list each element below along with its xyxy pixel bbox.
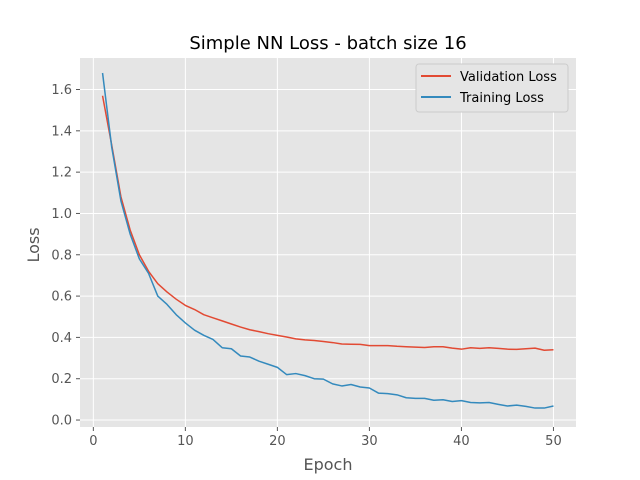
y-tick-label: 1.4	[51, 124, 72, 139]
y-tick-label: 0.0	[51, 414, 72, 429]
x-tick-label: 50	[545, 434, 562, 449]
x-tick-label: 10	[177, 434, 194, 449]
chart-title: Simple NN Loss - batch size 16	[189, 33, 466, 54]
y-tick-label: 1.6	[51, 83, 72, 98]
legend-box	[415, 63, 569, 113]
y-tick-label: 1.2	[51, 166, 72, 181]
y-tick-label: 0.8	[51, 248, 72, 263]
legend-label-validation-loss: Validation Loss	[460, 70, 557, 85]
x-axis-ticks: 0 10 20 30 40 50	[89, 427, 562, 449]
y-tick-label: 0.4	[51, 331, 72, 346]
series-line-training-loss	[101, 72, 554, 409]
plot-area	[80, 58, 576, 427]
x-tick-label: 40	[453, 434, 470, 449]
grid-lines	[80, 58, 576, 427]
y-tick-label: 0.6	[51, 290, 72, 305]
y-axis-ticks: 0.0 0.2 0.4 0.6 0.8 1.0 1.2 1.4 1.6	[51, 83, 80, 429]
series-layer	[101, 72, 554, 409]
x-tick-label: 30	[361, 434, 378, 449]
x-axis-label: Epoch	[304, 455, 353, 474]
legend-label-training-loss: Training Loss	[459, 91, 544, 106]
series-line-validation-loss	[101, 95, 554, 351]
y-axis-label: Loss	[24, 227, 43, 262]
y-tick-label: 0.2	[51, 372, 72, 387]
x-tick-label: 0	[89, 434, 97, 449]
y-tick-label: 1.0	[51, 207, 72, 222]
legend: Validation Loss Training Loss	[415, 63, 569, 113]
x-tick-label: 20	[269, 434, 286, 449]
